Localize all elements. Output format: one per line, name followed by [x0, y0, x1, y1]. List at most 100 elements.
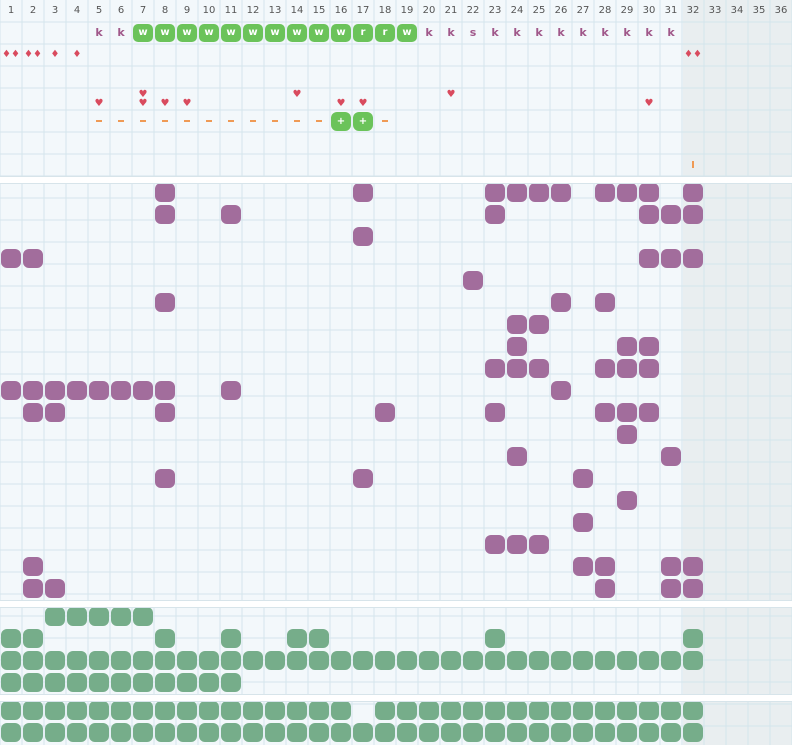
- track-cell-28[interactable]: k: [601, 26, 609, 39]
- purple-cell[interactable]: [683, 183, 703, 202]
- purple-cell[interactable]: [23, 249, 43, 268]
- purple-cell[interactable]: [573, 557, 593, 576]
- green-cell[interactable]: [23, 723, 43, 742]
- purple-cell[interactable]: [595, 293, 615, 312]
- purple-cell[interactable]: [155, 293, 175, 312]
- green-cell[interactable]: [419, 651, 439, 670]
- track-cell-6[interactable]: k: [117, 26, 125, 39]
- green-cell[interactable]: [309, 701, 329, 720]
- track-cell-20[interactable]: k: [425, 26, 433, 39]
- green-cell[interactable]: [441, 651, 461, 670]
- track-cell-25[interactable]: k: [535, 26, 543, 39]
- purple-cell[interactable]: [485, 183, 505, 202]
- green-cell[interactable]: [133, 651, 153, 670]
- green-cell[interactable]: [529, 651, 549, 670]
- purple-cell[interactable]: [661, 447, 681, 466]
- green-cell[interactable]: [23, 629, 43, 648]
- green-cell[interactable]: [485, 723, 505, 742]
- green-cell[interactable]: [243, 701, 263, 720]
- green-cell[interactable]: [485, 629, 505, 648]
- purple-cell[interactable]: [617, 491, 637, 510]
- track-cell-7[interactable]: w: [133, 24, 153, 42]
- purple-cell[interactable]: [573, 469, 593, 488]
- purple-cell[interactable]: [353, 183, 373, 202]
- green-cell[interactable]: [67, 651, 87, 670]
- green-cell[interactable]: [155, 673, 175, 692]
- purple-cell[interactable]: [661, 249, 681, 268]
- green-cell[interactable]: [67, 607, 87, 626]
- purple-cell[interactable]: [617, 337, 637, 356]
- purple-cell[interactable]: [507, 315, 527, 334]
- green-cell[interactable]: [199, 673, 219, 692]
- green-cell[interactable]: [397, 651, 417, 670]
- green-cell[interactable]: [243, 651, 263, 670]
- purple-cell[interactable]: [639, 359, 659, 378]
- purple-cell[interactable]: [155, 381, 175, 400]
- purple-cell[interactable]: [111, 381, 131, 400]
- green-cell[interactable]: [463, 651, 483, 670]
- purple-cell[interactable]: [529, 315, 549, 334]
- green-cell[interactable]: [89, 651, 109, 670]
- green-cell[interactable]: [133, 673, 153, 692]
- green-cell[interactable]: [683, 651, 703, 670]
- green-cell[interactable]: [331, 723, 351, 742]
- green-cell[interactable]: [353, 723, 373, 742]
- purple-cell[interactable]: [551, 293, 571, 312]
- green-cell[interactable]: [529, 701, 549, 720]
- green-cell[interactable]: [199, 651, 219, 670]
- track-cell-19[interactable]: w: [397, 24, 417, 42]
- purple-cell[interactable]: [45, 381, 65, 400]
- purple-cell[interactable]: [683, 579, 703, 598]
- purple-cell[interactable]: [639, 249, 659, 268]
- green-cell[interactable]: [353, 651, 373, 670]
- green-cell[interactable]: [639, 723, 659, 742]
- purple-cell[interactable]: [67, 381, 87, 400]
- purple-cell[interactable]: [661, 205, 681, 224]
- purple-cell[interactable]: [463, 271, 483, 290]
- green-cell[interactable]: [89, 701, 109, 720]
- green-cell[interactable]: [287, 723, 307, 742]
- track-cell-27[interactable]: k: [579, 26, 587, 39]
- purple-cell[interactable]: [661, 557, 681, 576]
- purple-cell[interactable]: [485, 403, 505, 422]
- green-cell[interactable]: [463, 723, 483, 742]
- track-cell-9[interactable]: w: [177, 24, 197, 42]
- track-cell-13[interactable]: w: [265, 24, 285, 42]
- green-cell[interactable]: [243, 723, 263, 742]
- track-cell-5[interactable]: k: [95, 26, 103, 39]
- purple-cell[interactable]: [617, 359, 637, 378]
- green-cell[interactable]: [45, 651, 65, 670]
- purple-cell[interactable]: [595, 557, 615, 576]
- purple-cell[interactable]: [595, 579, 615, 598]
- purple-cell[interactable]: [573, 513, 593, 532]
- green-cell[interactable]: [639, 651, 659, 670]
- purple-cell[interactable]: [133, 381, 153, 400]
- track-cell-22[interactable]: s: [469, 26, 477, 39]
- purple-cell[interactable]: [639, 403, 659, 422]
- track-cell-12[interactable]: w: [243, 24, 263, 42]
- green-cell[interactable]: [573, 723, 593, 742]
- track-cell-11[interactable]: w: [221, 24, 241, 42]
- plus-cell[interactable]: +: [353, 112, 373, 131]
- green-cell[interactable]: [67, 723, 87, 742]
- purple-cell[interactable]: [155, 469, 175, 488]
- green-cell[interactable]: [89, 673, 109, 692]
- green-cell[interactable]: [287, 651, 307, 670]
- green-cell[interactable]: [265, 701, 285, 720]
- green-cell[interactable]: [419, 701, 439, 720]
- green-cell[interactable]: [573, 651, 593, 670]
- green-cell[interactable]: [155, 629, 175, 648]
- purple-cell[interactable]: [155, 183, 175, 202]
- purple-cell[interactable]: [353, 469, 373, 488]
- green-cell[interactable]: [419, 723, 439, 742]
- track-cell-17[interactable]: r: [353, 24, 373, 42]
- purple-cell[interactable]: [507, 447, 527, 466]
- track-cell-30[interactable]: k: [645, 26, 653, 39]
- green-cell[interactable]: [309, 651, 329, 670]
- green-cell[interactable]: [133, 723, 153, 742]
- green-cell[interactable]: [551, 651, 571, 670]
- track-cell-15[interactable]: w: [309, 24, 329, 42]
- purple-cell[interactable]: [1, 249, 21, 268]
- green-cell[interactable]: [485, 701, 505, 720]
- purple-cell[interactable]: [485, 205, 505, 224]
